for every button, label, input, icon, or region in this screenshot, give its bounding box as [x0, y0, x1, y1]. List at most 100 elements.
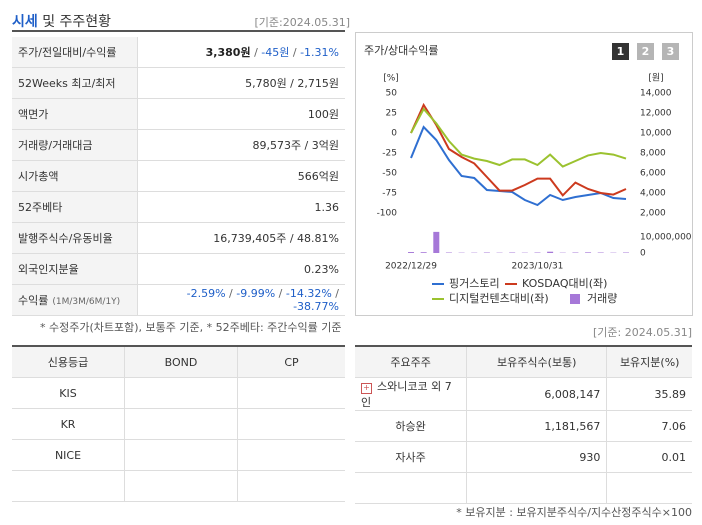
row: 하승완 1,181,567 7.06: [355, 410, 692, 442]
separator: /: [331, 287, 339, 300]
cell-text: 6,008,147: [544, 387, 601, 401]
x-tick-label: 2023/10/31: [512, 262, 564, 272]
cell: [124, 470, 238, 502]
value-part: -9.99%: [236, 287, 276, 300]
label-text: 외국인지분율: [18, 263, 79, 276]
label-text: 수익률: [18, 294, 49, 307]
row: 자사주 930 0.01: [355, 441, 692, 473]
value-text: 16,739,405주 / 48.81%: [213, 232, 339, 245]
cell: [606, 472, 692, 504]
label-text: 발행주식수/유동비율: [18, 232, 113, 245]
row-value: 1.36: [137, 191, 345, 223]
value-part: -14.32%: [285, 287, 332, 300]
row: KR: [12, 408, 345, 440]
legend-swatch: [570, 294, 580, 304]
value-part: -45원: [261, 46, 290, 59]
row-value: 16,739,405주 / 48.81%: [137, 222, 345, 254]
label-text: 액면가: [18, 108, 49, 121]
header-cell: CP: [237, 346, 345, 378]
value-text: 5,780원 / 2,715원: [245, 77, 339, 90]
label-sub: (1M/3M/6M/1Y): [52, 297, 121, 307]
value-part: -1.31%: [300, 46, 339, 59]
row-value: 5,780원 / 2,715원: [137, 67, 345, 99]
row-label: 주가/전일대비/수익률: [12, 37, 138, 68]
row: 52Weeks 최고/최저 5,780원 / 2,715원: [12, 67, 345, 99]
row: + 스와니코코 외 7인 6,008,147 35.89: [355, 377, 692, 411]
credit-table: 신용등급 BOND CP KIS KR NICE: [12, 345, 345, 502]
value-part: -2.59%: [186, 287, 226, 300]
shareholder-table: 주요주주 보유주식수(보통) 보유지분(%) + 스와니코코 외 7인 6,008,147…: [355, 345, 692, 504]
cell-text: 하승완: [395, 420, 426, 433]
title-main: 시세: [12, 14, 38, 30]
row: 거래량/거래대금 89,573주 / 3억원: [12, 129, 345, 161]
tab-button[interactable]: [612, 43, 629, 60]
cell-text: 0.01: [661, 450, 687, 464]
label-text: 52Weeks 최고/최저: [18, 77, 116, 90]
row-value: 100원: [137, 98, 345, 130]
volume-bar: [585, 252, 592, 253]
volume-bar: [547, 251, 554, 253]
cell-text: 35.89: [654, 387, 687, 401]
cell: [237, 470, 345, 502]
cell: [124, 377, 238, 409]
cell-text: NICE: [54, 448, 82, 462]
chart: 주가/상대수익률 1 2 3 [%] [원] 50 25 0 -25 -50 -75 -100 14,00…: [364, 43, 692, 305]
row-value: 0.23%: [137, 253, 345, 285]
value-text: 566억원: [297, 170, 339, 183]
row-label: 거래량/거래대금: [12, 129, 138, 161]
row-value: 566억원: [137, 160, 345, 192]
cell: [124, 439, 238, 471]
legend-label: 핑거스토리: [449, 277, 500, 290]
separator: /: [225, 287, 237, 300]
basis-date: [기준:2024.05.31]: [254, 16, 350, 29]
y2-tick-label: 6,000: [640, 169, 666, 179]
row: 주가/전일대비/수익률 3,380원 / -45원 / -1.31%: [12, 37, 345, 68]
row-label: 시가총액: [12, 160, 138, 192]
tab-label[interactable]: 1: [617, 45, 625, 58]
tab-label[interactable]: 2: [642, 45, 650, 58]
cell: [466, 472, 608, 504]
label-text: 52주베타: [18, 201, 63, 214]
cell: [12, 470, 125, 502]
y3-tick-label: 10,000,000: [640, 233, 692, 243]
row-label: 52Weeks 최고/최저: [12, 67, 138, 99]
volume-bar: [420, 252, 427, 253]
separator: /: [250, 46, 262, 59]
label-text: 거래량/거래대금: [18, 139, 93, 152]
y3-tick-label: 0: [640, 249, 646, 259]
value-part: -38.77%: [293, 300, 339, 313]
y2-tick-label: 8,000: [640, 149, 666, 159]
separator: /: [289, 46, 301, 59]
cell-text: KR: [60, 417, 76, 431]
title-rest: 및 주주현황: [37, 14, 112, 30]
y2-tick-label: 10,000: [640, 129, 672, 139]
tab-button[interactable]: [637, 43, 654, 60]
label-text: 주가/전일대비/수익률: [18, 46, 117, 59]
header-row: 신용등급 BOND CP: [12, 346, 345, 378]
value-text: 1.36: [314, 200, 340, 214]
rule: [12, 30, 345, 32]
x-tick-label: 2022/12/29: [385, 262, 437, 272]
cell: [124, 408, 238, 440]
legend-label: KOSDAQ대비(좌): [522, 277, 607, 290]
row-value: 3,380원 / -45원 / -1.31%: [137, 37, 345, 68]
tab-label[interactable]: 3: [667, 45, 675, 58]
summary-note: * 수정주가(차트포함), 보통주 기준, * 52주베타: 주간수익률 기준: [40, 321, 342, 334]
cell: 6,008,147: [466, 377, 608, 411]
cell: KIS: [12, 377, 125, 409]
panel-title: 시세 및 주주현황: [12, 11, 111, 31]
header-cell: BOND: [124, 346, 238, 378]
y2-tick-label: 4,000: [640, 189, 666, 199]
tab-button[interactable]: [662, 43, 679, 60]
row-label: 액면가: [12, 98, 138, 130]
series-line: [410, 125, 627, 207]
chart-frame: [355, 32, 693, 316]
row-label: 발행주식수/유동비율: [12, 222, 138, 254]
value-part: 3,380원: [205, 46, 251, 59]
row: 발행주식수/유동비율 16,739,405주 / 48.81%: [12, 222, 345, 254]
cell: 하승완: [355, 410, 468, 442]
header-cell: 보유지분(%): [606, 346, 692, 378]
volume-bar: [408, 252, 414, 253]
row-label: 외국인지분율: [12, 253, 138, 285]
row: NICE: [12, 439, 345, 471]
